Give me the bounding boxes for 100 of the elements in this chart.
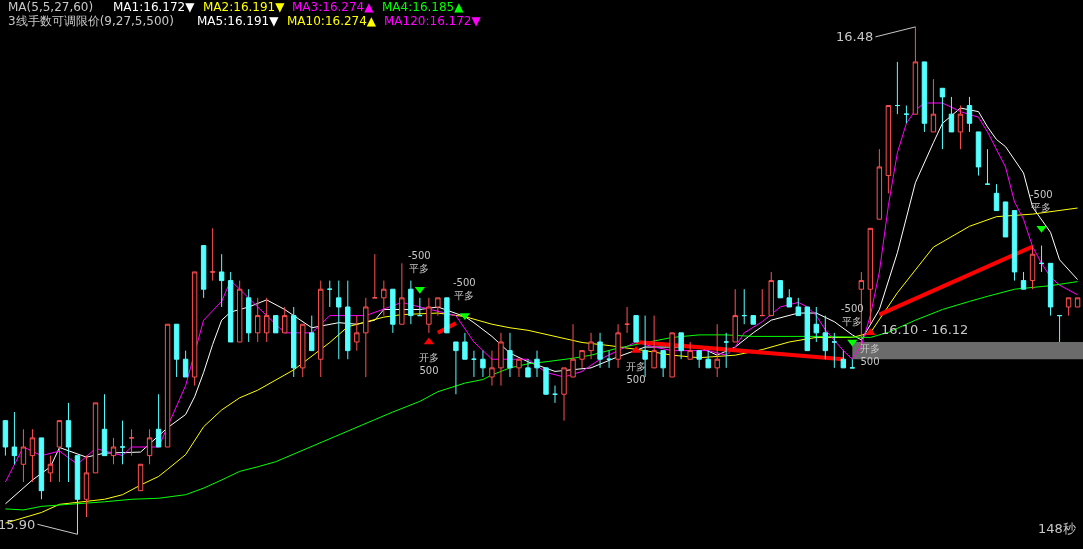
candlestick: [507, 332, 513, 378]
candlestick: [912, 26, 919, 115]
candlestick: [1020, 271, 1027, 290]
text: MA4:16.185▲: [382, 0, 465, 14]
candlestick: [822, 315, 829, 360]
candlestick: [11, 411, 18, 465]
candlestick: [245, 288, 252, 343]
candlestick: [291, 306, 297, 378]
candlestick: [155, 393, 162, 448]
candlestick: [903, 105, 910, 124]
candlestick: [354, 315, 360, 352]
candlestick: [372, 253, 378, 299]
candlestick: [516, 358, 522, 378]
candlestick: [471, 350, 477, 378]
point: [847, 339, 858, 347]
candlestick: [209, 227, 216, 282]
annotation: 开多 500: [419, 352, 439, 376]
candlestick: [218, 253, 225, 308]
candlestick: [939, 87, 946, 150]
candlestick: [318, 280, 324, 378]
candlestick: [47, 455, 54, 483]
candlestick: [777, 280, 783, 299]
annotation: 3线手数可调限价(9,27,5,500): [8, 14, 174, 28]
candlestick: [750, 315, 756, 325]
candlestick: [444, 297, 450, 334]
candlestick: [1047, 262, 1054, 317]
candlestick: [534, 350, 540, 378]
candlestick: [696, 350, 702, 369]
candlestick: [804, 306, 810, 352]
candlestick: [426, 297, 432, 334]
candlestick: [984, 148, 991, 185]
candlestick: [876, 148, 883, 220]
candlestick: [759, 288, 765, 317]
candlestick: [83, 455, 90, 518]
candlestick: [2, 420, 9, 457]
candlestick: [227, 271, 234, 343]
candlestick: [885, 105, 892, 194]
candlestick: [921, 61, 928, 133]
candlestick: [579, 350, 585, 369]
candlestick: [263, 297, 270, 343]
candlestick: [543, 367, 549, 395]
candlestick: [399, 262, 405, 325]
candlestick: [336, 280, 342, 360]
candlestick: [849, 358, 856, 369]
candlestick: [570, 323, 576, 378]
candlestick: [74, 455, 81, 535]
candlestick: [786, 288, 792, 308]
candlestick: [597, 332, 603, 369]
candlestick: [381, 280, 387, 317]
candlestick: [408, 280, 414, 325]
candlestick: [840, 350, 847, 369]
candlestick: [894, 61, 901, 115]
candlestick: [768, 271, 774, 317]
annotation: 15.90: [0, 517, 36, 532]
candlestick: [390, 288, 396, 334]
candlestick: [65, 402, 72, 483]
annotation: 16.48: [836, 29, 874, 44]
annotation: 开多 500: [860, 343, 880, 367]
candlestick: [561, 367, 567, 422]
candlestick: [1029, 245, 1036, 290]
candlestick: [20, 428, 27, 483]
candlestick: [1065, 297, 1072, 317]
candlestick: [723, 332, 729, 369]
candlestick: [975, 131, 982, 177]
candlestick: [282, 306, 288, 334]
text: MA1:16.172▼: [113, 0, 196, 14]
candlestick: [624, 306, 630, 334]
candlestick: [831, 332, 838, 369]
candlestick: [273, 315, 279, 334]
candlestick: [417, 297, 423, 317]
candlestick: [489, 350, 495, 387]
candlestick: [633, 315, 639, 343]
candlestick: [119, 420, 126, 465]
candlestick: [300, 323, 306, 378]
candlestick: [254, 297, 261, 343]
candlestick: [110, 437, 117, 465]
candlestick: [327, 280, 333, 308]
candlestick: [867, 227, 874, 325]
annotation: -500 平多: [408, 250, 431, 274]
candlestick: [38, 437, 45, 500]
candlestick: [92, 402, 99, 474]
annotation: -500 平多: [453, 277, 476, 301]
text: MA(5,5,27,60): [8, 0, 94, 14]
point: [865, 328, 876, 336]
candlestick: [588, 332, 594, 360]
candlestick: [137, 463, 144, 492]
candlestick: [813, 306, 820, 343]
candlestick: [498, 332, 504, 387]
candlestick: [29, 428, 36, 483]
text: MA3:16.274▲: [292, 0, 375, 14]
candlestick: [236, 280, 243, 343]
candlestick: [957, 105, 964, 150]
candlestick: [669, 332, 675, 378]
candlestick: [480, 350, 486, 378]
candlestick: [200, 245, 207, 299]
candlestick: [462, 332, 468, 360]
candlestick: [993, 183, 1000, 212]
candlestick: [1056, 315, 1063, 343]
candlestick: [687, 341, 693, 360]
candlestick: [345, 280, 351, 360]
